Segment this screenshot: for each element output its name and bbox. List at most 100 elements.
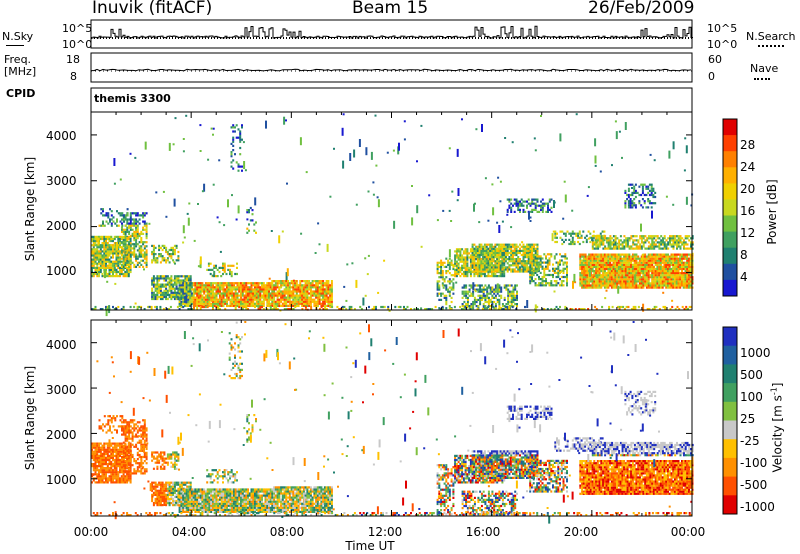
power-cell: [240, 300, 242, 303]
power-cell: [457, 254, 460, 257]
power-cb-tick-16: 16: [740, 204, 756, 218]
power-cell: [129, 245, 132, 248]
power-cell: [94, 242, 97, 245]
power-cell: [496, 256, 499, 259]
power-cell: [480, 294, 483, 297]
power-cell: [526, 262, 528, 265]
power-cell: [566, 284, 568, 287]
power-cell: [623, 245, 626, 248]
power-cell: [102, 214, 104, 217]
power-cell: [295, 284, 298, 287]
nsky-legend-line: [6, 45, 24, 46]
power-cell: [686, 278, 689, 281]
power-cell: [159, 285, 162, 288]
power-cell: [545, 202, 548, 205]
power-cell: [116, 220, 118, 223]
power-cell: [677, 282, 680, 285]
power-cell: [596, 270, 599, 273]
power-cell: [674, 259, 676, 262]
power-cell: [213, 286, 216, 289]
power-cell: [595, 265, 598, 268]
power-cell: [682, 280, 685, 283]
power-cell: [652, 274, 655, 277]
power-cell: [475, 268, 478, 271]
power-cell: [612, 235, 615, 238]
power-cell: [670, 261, 673, 264]
power-cell: [618, 247, 621, 250]
power-cell: [586, 261, 589, 264]
power-cell: [475, 256, 478, 259]
power-cell: [490, 249, 493, 252]
power-cell: [612, 239, 615, 242]
power-cell: [489, 245, 492, 248]
power-cell: [469, 254, 472, 257]
power-cell: [665, 247, 668, 250]
power-cell: [589, 255, 592, 258]
power-cell: [182, 300, 185, 303]
power-cell: [471, 251, 474, 255]
power-cell: [315, 300, 318, 303]
power-cell: [630, 265, 633, 268]
power-cell: [665, 239, 668, 242]
power-cell: [638, 193, 641, 197]
power-cell: [131, 251, 134, 254]
power-cell: [117, 242, 120, 245]
power-cell: [595, 241, 598, 244]
power-cell: [602, 241, 605, 244]
power-cell: [91, 268, 93, 271]
power-cell: [208, 286, 211, 289]
power-cell: [308, 280, 311, 283]
power-cell: [178, 304, 181, 307]
power-cell: [159, 295, 162, 299]
power-cell: [571, 240, 574, 244]
power-cell: [654, 276, 657, 279]
power-cell: [640, 284, 643, 287]
power-cell: [579, 265, 582, 268]
power-cell: [665, 276, 668, 279]
nave-legend-line: [754, 78, 770, 80]
power-cell: [327, 298, 330, 301]
power-cell: [280, 294, 283, 297]
power-cell: [473, 251, 476, 255]
power-cell: [211, 268, 214, 271]
power-cell: [529, 204, 532, 207]
power-cell: [175, 244, 178, 247]
power-cell: [681, 282, 683, 285]
power-cell: [172, 293, 175, 296]
power-cell: [668, 278, 671, 281]
power-cell: [159, 287, 162, 290]
power-cell: [469, 268, 472, 271]
power-cell: [658, 282, 661, 285]
power-cell: [223, 262, 226, 265]
power-cell: [582, 265, 585, 268]
power-cell: [259, 296, 262, 299]
power-cell: [172, 250, 175, 254]
power-cell: [464, 250, 467, 253]
power-cell: [564, 261, 567, 264]
power-cell: [283, 294, 286, 297]
power-cell: [688, 247, 691, 250]
power-cell: [247, 302, 249, 305]
power-cell: [663, 280, 666, 283]
power-cell: [306, 296, 309, 299]
power-cell: [287, 300, 290, 303]
power-cell: [226, 292, 228, 295]
power-cell: [115, 235, 118, 238]
power-cell: [515, 245, 518, 248]
power-cell: [663, 261, 666, 264]
power-cell: [595, 237, 598, 240]
power-cell: [273, 286, 276, 289]
power-cell: [661, 282, 664, 285]
power-cell: [612, 284, 615, 287]
power-cell: [658, 247, 661, 250]
power-cell: [642, 235, 645, 238]
power-cell: [602, 278, 605, 281]
power-cell: [545, 284, 547, 287]
power-cell: [440, 261, 443, 264]
power-cell: [219, 304, 221, 307]
power-cell: [440, 298, 443, 301]
power-cell: [515, 253, 518, 257]
power-cell: [674, 237, 677, 240]
power-cell: [652, 259, 655, 262]
power-cell: [135, 245, 138, 248]
